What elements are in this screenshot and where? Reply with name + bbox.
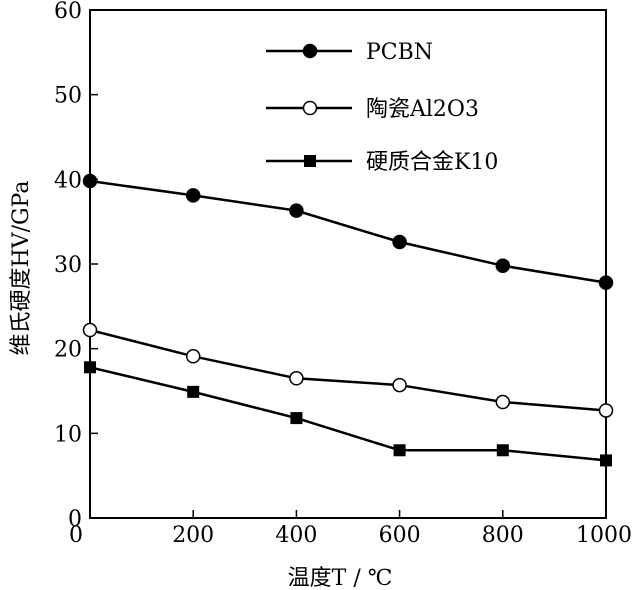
- data-point: [598, 275, 614, 290]
- data-point: [496, 444, 509, 457]
- legend-marker: [302, 43, 318, 59]
- legend: PCBN 陶瓷Al2O3 硬质合金K10: [266, 40, 498, 175]
- series-line: [89, 366, 607, 462]
- legend-label: PCBN: [366, 40, 433, 65]
- data-point: [185, 349, 201, 364]
- series-layer: [82, 173, 614, 467]
- data-point: [289, 371, 304, 386]
- series-line: [89, 328, 607, 412]
- data-point: [82, 322, 98, 338]
- series-1: [82, 173, 614, 290]
- x-tick-label: 600: [379, 523, 421, 548]
- x-tick-label: 1000: [576, 523, 632, 548]
- series-3: [84, 361, 612, 467]
- legend-item: PCBN: [266, 40, 433, 65]
- data-point: [495, 258, 511, 273]
- x-axis-title: 温度T / ℃: [288, 566, 393, 590]
- data-point: [289, 203, 304, 218]
- legend-item: 陶瓷Al2O3: [266, 97, 479, 122]
- series-2: [82, 322, 614, 418]
- data-point: [82, 173, 98, 189]
- x-tick-label: 400: [275, 523, 317, 548]
- y-tick-label: 0: [68, 507, 82, 532]
- y-tick-label: 30: [54, 253, 82, 278]
- x-tick-label: 0: [69, 523, 83, 548]
- legend-label: 陶瓷Al2O3: [366, 97, 479, 122]
- data-point: [495, 394, 511, 410]
- plot-frame: [89, 9, 607, 519]
- data-point: [290, 412, 303, 425]
- data-point: [392, 234, 407, 250]
- data-point: [185, 188, 201, 203]
- legend-label: 硬质合金K10: [366, 150, 498, 175]
- y-tick-label: 60: [54, 0, 82, 24]
- data-point: [600, 454, 612, 467]
- data-point: [392, 377, 407, 393]
- y-tick-label: 40: [54, 168, 82, 193]
- legend-marker: [302, 100, 318, 116]
- x-tick-label: 800: [482, 523, 524, 548]
- y-tick-label: 10: [54, 422, 82, 447]
- data-point: [84, 361, 96, 374]
- legend-marker: [304, 155, 316, 167]
- data-point: [187, 385, 200, 398]
- y-tick-label: 20: [54, 338, 82, 363]
- x-tick-label: 200: [172, 523, 214, 548]
- series-line: [89, 179, 607, 284]
- y-tick-label: 50: [54, 84, 82, 109]
- data-point: [598, 403, 614, 418]
- legend-item: 硬质合金K10: [266, 150, 498, 175]
- y-axis-title: 维氏硬度HV/GPa: [9, 181, 34, 356]
- data-point: [393, 444, 406, 457]
